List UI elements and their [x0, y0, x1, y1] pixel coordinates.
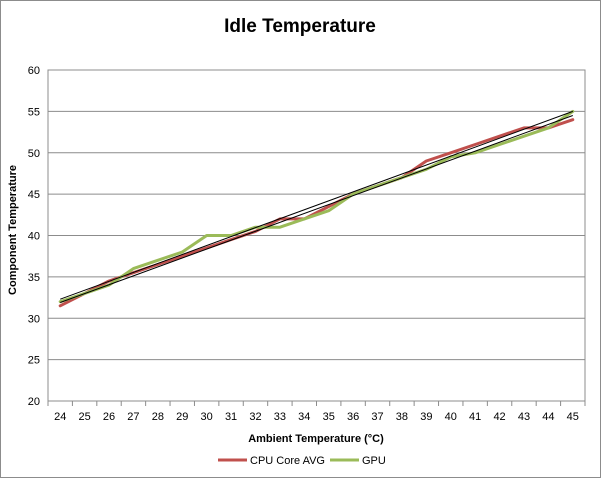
x-tick-label: 24: [54, 411, 66, 423]
y-tick-label: 45: [28, 189, 40, 201]
y-tick-label: 40: [28, 231, 40, 243]
x-tick-label: 39: [420, 411, 432, 423]
x-tick-label: 38: [396, 411, 408, 423]
series-line-cpu-core-avg: [58, 118, 575, 308]
x-tick-label: 34: [298, 411, 310, 423]
trendlines: [60, 110, 573, 303]
trendline-gpu: [60, 110, 573, 300]
x-tick-label: 37: [371, 411, 383, 423]
y-tick-label: 50: [28, 148, 40, 160]
x-tick-label: 28: [152, 411, 164, 423]
x-tick-label: 32: [249, 411, 261, 423]
x-tick-label: 41: [469, 411, 481, 423]
y-tick-labels: 20 25 30 35 40 45 50 55 60: [28, 65, 40, 408]
y-tick-label: 20: [28, 396, 40, 408]
legend: CPU Core AVG GPU: [218, 455, 386, 467]
legend-label-gpu: GPU: [362, 455, 386, 467]
series-lines: [58, 109, 575, 308]
x-tick-label: 35: [323, 411, 335, 423]
x-tick-label: 36: [347, 411, 359, 423]
x-tick-label: 44: [542, 411, 554, 423]
x-tick-label: 31: [225, 411, 237, 423]
x-tick-label: 45: [567, 411, 579, 423]
x-tick-label: 27: [127, 411, 139, 423]
y-tick-label: 60: [28, 65, 40, 77]
gridlines: [48, 69, 585, 402]
x-tick-label: 30: [201, 411, 213, 423]
y-axis-label: Component Temperature: [7, 165, 19, 295]
x-tick-label: 25: [78, 411, 90, 423]
y-tick-label: 25: [28, 355, 40, 367]
x-tick-label: 43: [518, 411, 530, 423]
x-tick-labels: 24 25 26 27 28 29 30 31 32 33 34 35 36 37 38 39 40 41 42 43…: [47, 401, 586, 423]
x-tick-label: 29: [176, 411, 188, 423]
x-tick-label: 40: [445, 411, 457, 423]
x-axis-label: Ambient Temperature (°C): [248, 433, 384, 445]
trendline-cpu: [60, 115, 573, 303]
y-tick-label: 55: [28, 106, 40, 118]
legend-label-cpu: CPU Core AVG: [250, 455, 325, 467]
x-tick-label: 42: [493, 411, 505, 423]
x-tick-label: 26: [103, 411, 115, 423]
y-tick-label: 35: [28, 272, 40, 284]
chart-title: Idle Temperature: [224, 16, 376, 37]
series-line-gpu: [58, 109, 575, 304]
y-tick-label: 30: [28, 313, 40, 325]
x-tick-label: 33: [274, 411, 286, 423]
